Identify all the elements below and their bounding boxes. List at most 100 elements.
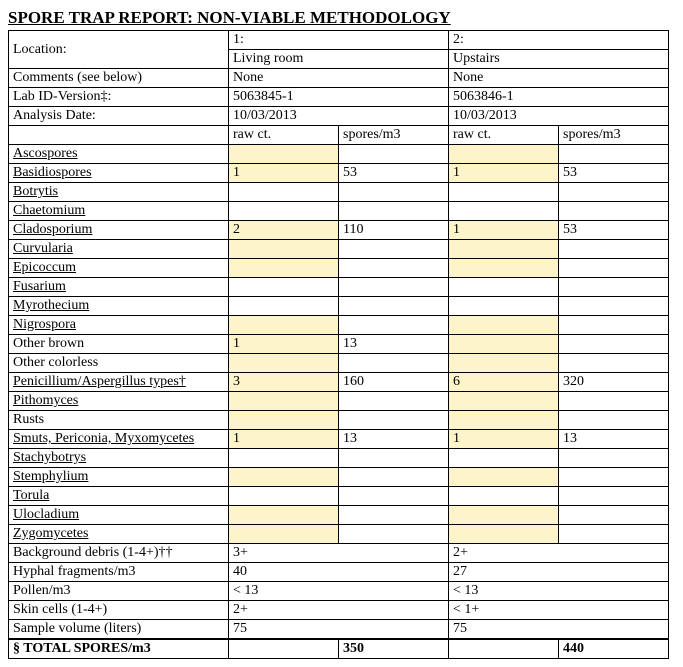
loc2-name: Upstairs <box>449 50 669 69</box>
spores-m3-1: 53 <box>339 164 449 183</box>
table-row: Ascospores <box>9 145 669 164</box>
spores-m3-2: 320 <box>559 373 669 392</box>
spores-m3-2 <box>559 183 669 202</box>
spores-m3-2: 53 <box>559 164 669 183</box>
table-row: Background debris (1-4+)††3+2+ <box>9 544 669 563</box>
table-row: Basidiospores153153 <box>9 164 669 183</box>
loc2-labid: 5063846-1 <box>449 88 669 107</box>
hdr-spores2: spores/m3 <box>559 126 669 145</box>
spore-label: Other colorless <box>9 354 229 373</box>
raw-ct-2 <box>449 392 559 411</box>
spore-trap-table: Location:1:2:Living roomUpstairsComments… <box>8 30 669 659</box>
footer-val-1: 40 <box>229 563 449 582</box>
spore-label: Smuts, Periconia, Myxomycetes <box>9 430 229 449</box>
spores-m3-2 <box>559 354 669 373</box>
spore-label: Nigrospora <box>9 316 229 335</box>
raw-ct-2 <box>449 240 559 259</box>
spore-label: Curvularia <box>9 240 229 259</box>
raw-ct-1 <box>229 183 339 202</box>
spores-m3-1 <box>339 411 449 430</box>
footer-val-2: 27 <box>449 563 669 582</box>
spores-m3-2 <box>559 145 669 164</box>
raw-ct-2 <box>449 259 559 278</box>
raw-ct-1 <box>229 525 339 544</box>
spore-label: Epicoccum <box>9 259 229 278</box>
raw-ct-1 <box>229 240 339 259</box>
footer-label: Skin cells (1-4+) <box>9 601 229 620</box>
spores-m3-1 <box>339 392 449 411</box>
raw-ct-1 <box>229 468 339 487</box>
footer-val-2: < 1+ <box>449 601 669 620</box>
spore-label: Chaetomium <box>9 202 229 221</box>
spore-label: Fusarium <box>9 278 229 297</box>
spore-label: Ulocladium <box>9 506 229 525</box>
spores-m3-1: 110 <box>339 221 449 240</box>
spore-label: Basidiospores <box>9 164 229 183</box>
footer-val-1: 2+ <box>229 601 449 620</box>
label-blank <box>9 126 229 145</box>
footer-label: Hyphal fragments/m3 <box>9 563 229 582</box>
spore-label: Torula <box>9 487 229 506</box>
spore-label: Other brown <box>9 335 229 354</box>
table-row: Location:1:2: <box>9 31 669 50</box>
raw-ct-2 <box>449 468 559 487</box>
spore-label: Pithomyces <box>9 392 229 411</box>
total-label: § TOTAL SPORES/m3 <box>9 639 229 659</box>
spores-m3-2 <box>559 506 669 525</box>
footer-label: Background debris (1-4+)†† <box>9 544 229 563</box>
table-row: raw ct.spores/m3raw ct.spores/m3 <box>9 126 669 145</box>
footer-val-1: < 13 <box>229 582 449 601</box>
raw-ct-2 <box>449 202 559 221</box>
loc1-num: 1: <box>229 31 449 50</box>
raw-ct-2 <box>449 316 559 335</box>
raw-ct-2: 1 <box>449 221 559 240</box>
raw-ct-2 <box>449 297 559 316</box>
raw-ct-1: 1 <box>229 335 339 354</box>
loc1-name: Living room <box>229 50 449 69</box>
spores-m3-1: 160 <box>339 373 449 392</box>
spore-label: Myrothecium <box>9 297 229 316</box>
table-row: Ulocladium <box>9 506 669 525</box>
table-row: Curvularia <box>9 240 669 259</box>
raw-ct-2 <box>449 449 559 468</box>
hdr-raw1: raw ct. <box>229 126 339 145</box>
loc2-comments: None <box>449 69 669 88</box>
raw-ct-1: 1 <box>229 164 339 183</box>
footer-label: Pollen/m3 <box>9 582 229 601</box>
spores-m3-1 <box>339 487 449 506</box>
raw-ct-1 <box>229 316 339 335</box>
raw-ct-2 <box>449 487 559 506</box>
table-row: Torula <box>9 487 669 506</box>
spores-m3-2 <box>559 316 669 335</box>
loc1-labid: 5063845-1 <box>229 88 449 107</box>
spores-m3-1 <box>339 449 449 468</box>
loc2-num: 2: <box>449 31 669 50</box>
table-row: Other colorless <box>9 354 669 373</box>
raw-ct-1 <box>229 202 339 221</box>
spores-m3-1 <box>339 468 449 487</box>
spores-m3-2 <box>559 449 669 468</box>
raw-ct-2 <box>449 145 559 164</box>
spores-m3-2 <box>559 278 669 297</box>
spores-m3-2 <box>559 525 669 544</box>
raw-ct-1 <box>229 487 339 506</box>
table-row: Myrothecium <box>9 297 669 316</box>
spores-m3-2: 53 <box>559 221 669 240</box>
spores-m3-1 <box>339 145 449 164</box>
table-row: § TOTAL SPORES/m3350440 <box>9 639 669 659</box>
table-row: Analysis Date:10/03/201310/03/2013 <box>9 107 669 126</box>
raw-ct-2: 1 <box>449 430 559 449</box>
report-title: SPORE TRAP REPORT: NON-VIABLE METHODOLOG… <box>8 8 675 28</box>
spores-m3-1 <box>339 297 449 316</box>
total-spores1: 350 <box>339 639 449 659</box>
spores-m3-1 <box>339 183 449 202</box>
raw-ct-2 <box>449 354 559 373</box>
spores-m3-2 <box>559 202 669 221</box>
spores-m3-1: 13 <box>339 335 449 354</box>
hdr-spores1: spores/m3 <box>339 126 449 145</box>
raw-ct-2 <box>449 335 559 354</box>
label-location: Location: <box>9 31 229 69</box>
table-row: Hyphal fragments/m34027 <box>9 563 669 582</box>
table-row: Chaetomium <box>9 202 669 221</box>
raw-ct-2 <box>449 525 559 544</box>
